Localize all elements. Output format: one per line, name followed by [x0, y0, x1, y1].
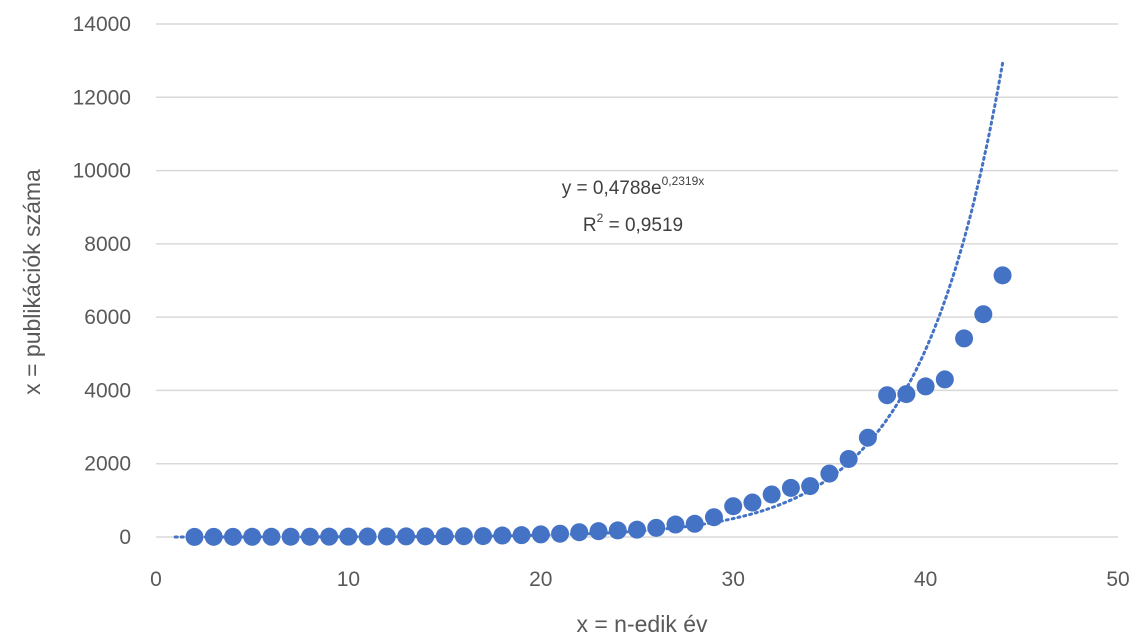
- r-squared-symbol: R: [583, 215, 597, 236]
- data-point: [916, 377, 935, 396]
- data-point: [955, 329, 974, 348]
- data-point: [454, 527, 473, 546]
- y-tick-label: 14000: [73, 13, 131, 36]
- trendline-layer: [173, 61, 1005, 539]
- y-tick-label: 12000: [73, 86, 131, 109]
- data-point: [300, 527, 319, 546]
- data-point: [223, 527, 242, 546]
- data-point: [377, 527, 396, 546]
- data-point: [474, 527, 493, 546]
- data-point: [820, 464, 839, 483]
- data-point: [743, 493, 762, 512]
- data-point: [628, 520, 646, 539]
- data-point: [589, 522, 608, 541]
- x-tick-label: 30: [722, 568, 745, 591]
- r-squared-value: = 0,9519: [603, 215, 683, 236]
- x-tick-label: 40: [914, 568, 937, 591]
- tick-labels: 0 2000 4000 6000 8000 10000 12000 14000 0 10 20 30 4…: [73, 13, 1130, 591]
- data-point: [666, 515, 685, 534]
- data-point: [358, 527, 377, 546]
- data-point: [493, 526, 512, 545]
- y-tick-label: 8000: [84, 233, 131, 256]
- data-point: [724, 497, 743, 516]
- data-point: [647, 518, 666, 537]
- data-point: [262, 527, 281, 546]
- data-point: [993, 266, 1012, 285]
- y-tick-label: 0: [119, 526, 131, 549]
- data-point: [570, 523, 589, 542]
- y-tick-label: 4000: [84, 379, 131, 402]
- data-point: [185, 527, 204, 546]
- gridlines: [156, 23, 1118, 538]
- data-points: [185, 266, 1012, 546]
- trendline-equation-exponent: 0,2319x: [662, 174, 705, 188]
- data-point: [339, 527, 358, 546]
- data-point: [281, 527, 300, 546]
- data-point: [243, 527, 262, 546]
- data-point: [974, 305, 993, 324]
- y-axis-title: x = publikációk száma: [19, 169, 45, 395]
- y-tick-label: 10000: [73, 160, 131, 183]
- trendline-equation: y = 0,4788e0,2319x: [562, 174, 705, 199]
- y-tick-label: 6000: [84, 306, 131, 329]
- data-point: [685, 514, 704, 533]
- data-point: [897, 385, 916, 404]
- x-axis-title: x = n-edik év: [576, 611, 708, 637]
- trendline-r-squared: R2 = 0,9519: [583, 211, 683, 236]
- r-squared-superscript: 2: [597, 211, 604, 225]
- data-point: [204, 527, 223, 546]
- trendline-equation-base: y = 0,4788e: [562, 178, 662, 199]
- data-point: [416, 527, 435, 546]
- data-point: [704, 508, 723, 527]
- data-point: [608, 521, 627, 540]
- data-point: [781, 478, 800, 497]
- data-point: [512, 526, 531, 545]
- x-tick-label: 10: [337, 568, 360, 591]
- data-point: [397, 527, 416, 546]
- x-tick-label: 50: [1106, 568, 1129, 591]
- data-point: [531, 525, 550, 544]
- data-point: [320, 527, 339, 546]
- exponential-trendline: [173, 61, 1005, 539]
- x-tick-label: 0: [150, 568, 162, 591]
- data-point: [858, 428, 877, 447]
- x-tick-label: 20: [529, 568, 552, 591]
- data-point: [762, 485, 781, 504]
- data-point: [935, 370, 954, 389]
- data-point: [801, 477, 820, 496]
- data-point: [878, 386, 897, 405]
- data-point: [551, 524, 570, 543]
- data-point: [839, 449, 858, 468]
- y-tick-label: 2000: [84, 453, 131, 476]
- data-point: [435, 527, 454, 546]
